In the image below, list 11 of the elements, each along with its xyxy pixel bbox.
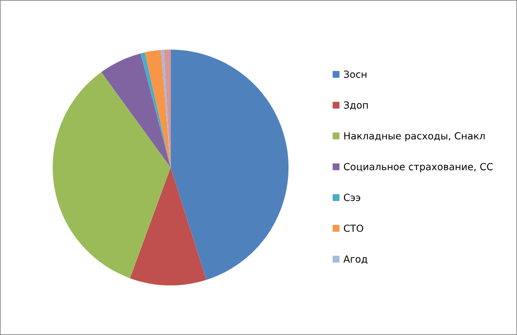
pie-slice (52, 72, 171, 278)
legend-label: Сээ (344, 194, 360, 202)
legend-label: Агод (343, 255, 368, 264)
pie-slice (101, 53, 171, 168)
legend-label: Накладные расходы, Снакл (344, 132, 485, 142)
pie-slice (130, 168, 206, 286)
legend-label: Зосн (344, 70, 366, 78)
pie-slice (170, 50, 288, 280)
legend-label: СТО (344, 224, 364, 232)
legend-label: Здоп (344, 101, 368, 110)
legend-label: Социальное страхование, СС (344, 162, 493, 172)
